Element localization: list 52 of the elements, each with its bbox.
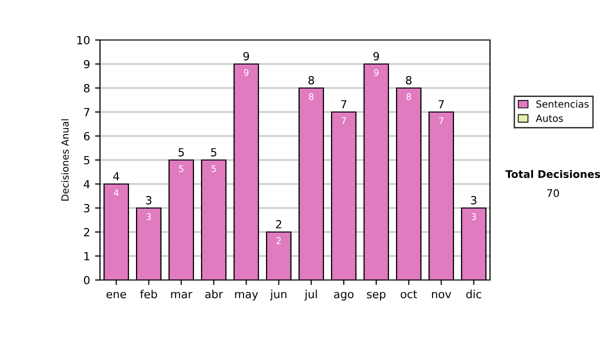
data-label: 7 <box>439 117 444 124</box>
y-tick-label: 3 <box>84 204 90 212</box>
y-tick-label: 1 <box>84 252 90 260</box>
x-tick-label: may <box>235 292 258 300</box>
x-tick-label: feb <box>140 290 158 298</box>
total-label: 8 <box>406 76 412 84</box>
data-label: 3 <box>146 213 151 220</box>
total-label: 5 <box>178 148 184 156</box>
x-tick-label: abr <box>205 290 223 298</box>
x-tick-label: ago <box>334 292 354 300</box>
total-label: 2 <box>276 220 282 228</box>
y-axis-title: Decisiones Anual <box>61 119 69 201</box>
y-tick-label: 2 <box>84 228 90 236</box>
legend-label: Sentencias <box>536 100 589 108</box>
x-tick-label: jun <box>270 290 286 300</box>
data-label: 9 <box>374 69 378 76</box>
total-label: 7 <box>341 100 346 108</box>
y-tick-label: 0 <box>84 276 90 284</box>
total-label: 3 <box>471 196 476 204</box>
total-label: 4 <box>113 172 120 180</box>
data-label: 8 <box>406 93 412 100</box>
data-label: 3 <box>472 213 476 220</box>
y-tick-label: 6 <box>84 132 90 140</box>
x-tick-label: nov <box>432 292 452 298</box>
total-label: 8 <box>308 76 314 84</box>
text: 70 <box>547 189 559 198</box>
x-tick-label: dic <box>466 290 482 298</box>
x-tick-label: mar <box>171 292 192 298</box>
legend-label: Autos <box>536 114 563 122</box>
y-tick-label: 7 <box>84 108 90 116</box>
y-tick-label: 9 <box>84 60 90 68</box>
total-label: 3 <box>146 196 152 204</box>
y-tick-label: 4 <box>84 180 90 188</box>
total-label: 7 <box>438 100 444 108</box>
x-tick-label: sep <box>367 292 386 300</box>
data-label: 4 <box>114 189 119 196</box>
y-tick-label: 8 <box>84 84 90 92</box>
total-label: 5 <box>211 148 216 156</box>
x-tick-label: jul <box>304 290 317 300</box>
y-tick-label: 5 <box>84 156 90 164</box>
data-label: 5 <box>212 165 216 172</box>
total-label: 9 <box>243 52 250 60</box>
total-label: 9 <box>373 52 380 60</box>
data-label: 2 <box>276 237 281 244</box>
data-label: 9 <box>244 69 248 76</box>
x-tick-label: oct <box>400 290 418 298</box>
text: Total Decisiones <box>505 170 600 178</box>
y-tick-label: 10 <box>77 36 90 44</box>
data-label: 5 <box>179 165 184 172</box>
data-label: 7 <box>342 117 346 124</box>
x-tick-label: ene <box>106 292 126 298</box>
data-label: 8 <box>308 93 314 100</box>
